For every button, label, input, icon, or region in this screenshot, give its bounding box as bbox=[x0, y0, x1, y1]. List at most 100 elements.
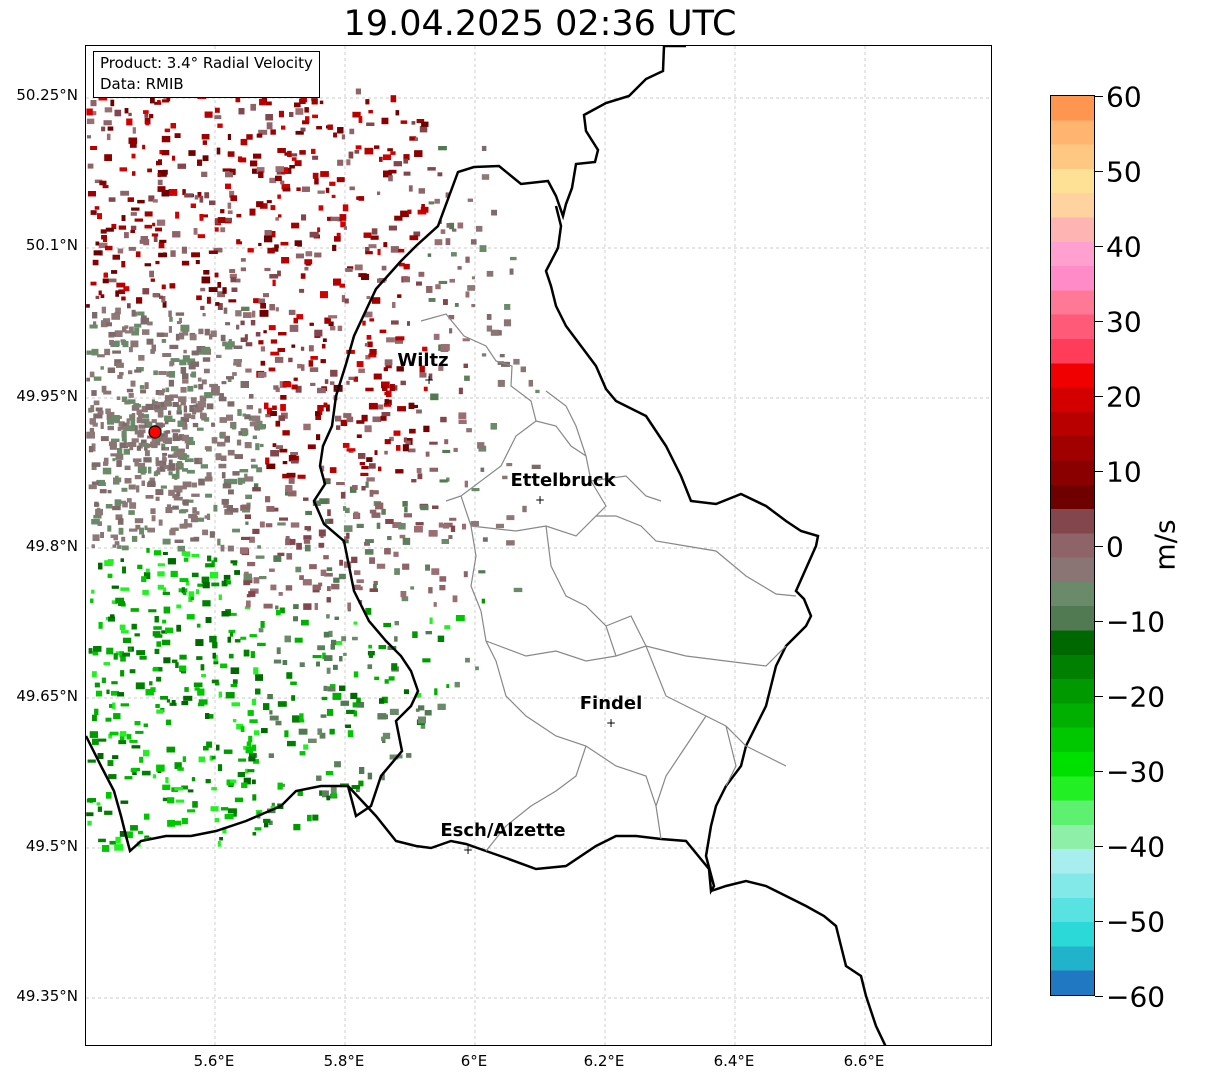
radar-echo-pixel bbox=[186, 454, 190, 458]
radar-echo-pixel bbox=[117, 426, 122, 431]
radar-echo-pixel bbox=[278, 214, 282, 218]
radar-echo-pixel bbox=[377, 248, 381, 256]
radar-echo-pixel bbox=[449, 222, 455, 230]
radar-echo-pixel bbox=[180, 324, 190, 332]
radar-echo-pixel bbox=[108, 616, 115, 622]
radar-echo-pixel bbox=[172, 231, 181, 238]
radar-echo-pixel bbox=[311, 148, 316, 154]
radar-echo-pixel bbox=[323, 555, 329, 560]
radar-echo-pixel bbox=[320, 291, 328, 299]
radar-echo-pixel bbox=[115, 475, 119, 481]
radar-echo-pixel bbox=[258, 129, 268, 135]
radar-echo-pixel bbox=[477, 442, 485, 449]
radar-echo-pixel bbox=[176, 410, 182, 415]
radar-echo-pixel bbox=[86, 350, 94, 355]
radar-echo-pixel bbox=[317, 190, 325, 194]
radar-echo-pixel bbox=[274, 244, 279, 248]
radar-echo-pixel bbox=[131, 745, 141, 749]
radar-echo-pixel bbox=[217, 441, 226, 447]
radar-echo-pixel bbox=[457, 266, 462, 270]
radar-echo-pixel bbox=[128, 112, 132, 117]
radar-echo-pixel bbox=[124, 478, 132, 484]
radar-echo-pixel bbox=[104, 810, 113, 815]
radar-echo-pixel bbox=[108, 332, 116, 337]
radar-echo-pixel bbox=[383, 367, 388, 372]
radar-echo-pixel bbox=[154, 408, 164, 413]
radar-echo-pixel bbox=[296, 542, 302, 550]
radar-echo-pixel bbox=[214, 227, 219, 232]
radar-echo-pixel bbox=[111, 585, 119, 589]
colorbar-tick-mark bbox=[1095, 396, 1103, 397]
radar-echo-pixel bbox=[191, 414, 196, 420]
radar-echo-pixel bbox=[105, 717, 112, 722]
map-plot-area[interactable]: + + + + bbox=[85, 45, 992, 1046]
radar-echo-pixel bbox=[383, 242, 388, 248]
radar-echo-pixel bbox=[183, 557, 189, 562]
radar-echo-pixel bbox=[236, 213, 242, 218]
radar-echo-pixel bbox=[127, 303, 131, 309]
radar-echo-pixel bbox=[351, 785, 360, 789]
radar-echo-pixel bbox=[335, 415, 342, 422]
info-box: Product: 3.4° Radial Velocity Data: RMIB bbox=[93, 51, 320, 98]
radar-echo-pixel bbox=[111, 681, 118, 685]
radar-echo-pixel bbox=[425, 451, 430, 457]
radar-echo-pixel bbox=[352, 485, 358, 490]
radar-echo-pixel bbox=[134, 369, 142, 373]
radar-echo-pixel bbox=[437, 172, 443, 177]
radar-echo-pixel bbox=[141, 770, 151, 776]
radar-echo-pixel bbox=[134, 323, 142, 328]
radar-echo-pixel bbox=[463, 363, 468, 368]
radar-echo-pixel bbox=[256, 467, 263, 473]
radar-echo-pixel bbox=[157, 179, 163, 186]
radar-echo-pixel bbox=[362, 320, 366, 326]
colorbar-tick-mark bbox=[1095, 996, 1103, 997]
radar-echo-pixel bbox=[347, 602, 351, 610]
radar-echo-pixel bbox=[159, 295, 163, 299]
radar-echo-pixel bbox=[169, 529, 176, 536]
radar-echo-pixel bbox=[356, 420, 365, 424]
radar-echo-pixel bbox=[352, 636, 358, 641]
radar-echo-pixel bbox=[209, 635, 217, 643]
radar-echo-pixel bbox=[230, 684, 238, 688]
radar-echo-pixel bbox=[280, 241, 289, 246]
radar-echo-pixel bbox=[112, 350, 121, 354]
radar-echo-pixel bbox=[364, 147, 374, 155]
radar-echo-pixel bbox=[471, 276, 475, 280]
radar-echo-pixel bbox=[136, 367, 144, 372]
radar-echo-pixel bbox=[143, 572, 151, 579]
radar-echo-pixel bbox=[198, 699, 208, 705]
radar-echo-pixel bbox=[308, 738, 317, 743]
radar-echo-pixel bbox=[203, 270, 210, 275]
city-markers: + + + + bbox=[424, 373, 616, 857]
radar-echo-pixel bbox=[162, 388, 166, 393]
radar-echo-pixel bbox=[386, 390, 392, 397]
radar-echo-pixel bbox=[196, 350, 204, 355]
radar-echo-pixel bbox=[275, 445, 283, 449]
radar-echo-pixel bbox=[272, 443, 277, 447]
radar-echo-pixel bbox=[275, 387, 280, 393]
radar-echo-pixel bbox=[191, 493, 200, 497]
radar-echo-pixel bbox=[177, 420, 184, 427]
radar-echo-pixel bbox=[182, 756, 186, 763]
radar-echo-pixel bbox=[253, 298, 260, 304]
radar-echo-pixel bbox=[250, 103, 256, 111]
radar-echo-pixel bbox=[128, 442, 137, 447]
colorbar-unit-label: m/s bbox=[1148, 519, 1182, 571]
radar-echo-pixel bbox=[236, 439, 242, 446]
radar-echo-pixel bbox=[97, 806, 102, 812]
radar-echo-pixel bbox=[288, 309, 296, 315]
radar-echo-pixel bbox=[247, 248, 254, 253]
radar-echo-pixel bbox=[168, 463, 176, 471]
radar-echo-pixel bbox=[338, 573, 346, 580]
radar-echo-pixel bbox=[131, 153, 136, 159]
radar-echo-pixel bbox=[330, 369, 338, 377]
radar-echo-pixel bbox=[112, 702, 116, 710]
radar-echo-pixel bbox=[403, 513, 412, 518]
radar-echo-pixel bbox=[266, 407, 273, 415]
radar-echo-pixel bbox=[408, 448, 416, 453]
radar-echo-pixel bbox=[401, 276, 405, 283]
radar-echo-pixel bbox=[181, 550, 186, 556]
radar-echo-pixel bbox=[356, 702, 365, 708]
radar-echo-pixel bbox=[108, 197, 116, 202]
radar-echo-pixel bbox=[244, 514, 251, 519]
